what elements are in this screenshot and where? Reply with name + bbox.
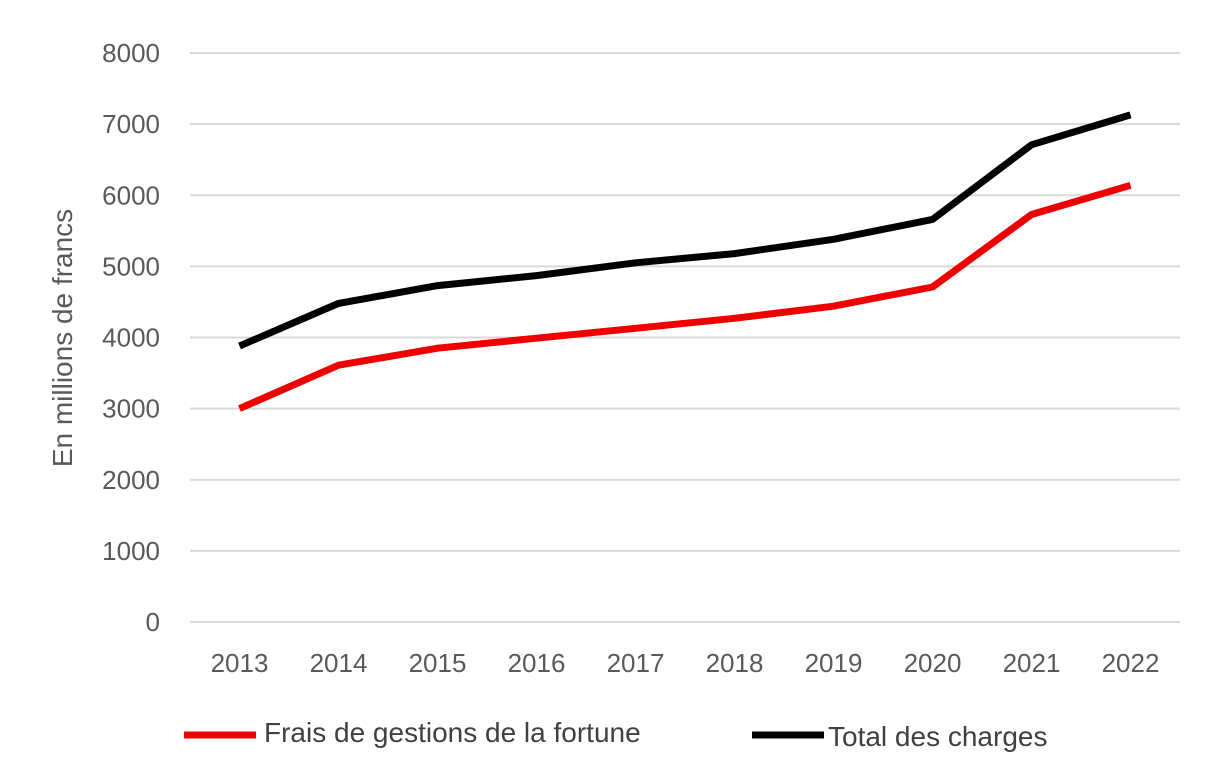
- series-line-1: [238, 111, 1132, 350]
- x-tick-label: 2021: [1003, 648, 1061, 678]
- x-tick-label: 2014: [310, 648, 368, 678]
- gridlines: [190, 52, 1180, 623]
- y-tick-label: 6000: [102, 180, 160, 210]
- x-tick-label: 2022: [1102, 648, 1160, 678]
- x-axis-tick-labels: 2013 2014 2015 2016 2017 2018 2019 2020 2021 2022: [211, 648, 1160, 678]
- x-tick-label: 2016: [508, 648, 566, 678]
- y-tick-label: 7000: [102, 109, 160, 139]
- x-tick-label: 2018: [706, 648, 764, 678]
- y-tick-label: 2000: [102, 465, 160, 495]
- y-tick-label: 3000: [102, 394, 160, 424]
- y-tick-label: 0: [146, 607, 160, 637]
- x-tick-label: 2015: [409, 648, 467, 678]
- y-tick-label: 4000: [102, 323, 160, 353]
- y-axis-title: En millions de francs: [47, 209, 78, 467]
- y-axis-tick-labels: 0 1000 2000 3000 4000 5000 6000 7000 8000: [102, 38, 160, 637]
- x-tick-label: 2017: [607, 648, 665, 678]
- series-line-0: [238, 181, 1132, 412]
- x-tick-label: 2019: [805, 648, 863, 678]
- x-tick-label: 2020: [904, 648, 962, 678]
- x-tick-label: 2013: [211, 648, 269, 678]
- legend-label-0: Frais de gestions de la fortune: [264, 717, 641, 748]
- y-tick-label: 8000: [102, 38, 160, 68]
- legend: Frais de gestions de la fortune Total des…: [184, 717, 1047, 752]
- series-lines: [238, 111, 1132, 412]
- y-tick-label: 5000: [102, 251, 160, 281]
- y-tick-label: 1000: [102, 536, 160, 566]
- legend-label-1: Total des charges: [828, 721, 1047, 752]
